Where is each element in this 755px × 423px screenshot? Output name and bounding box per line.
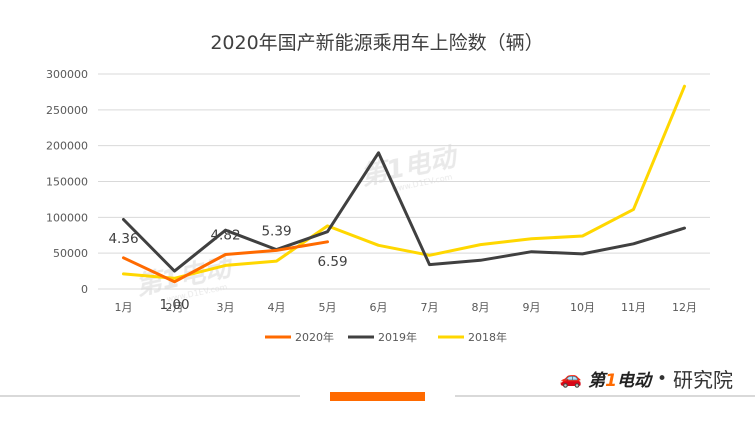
x-tick-label: 9月 [523, 301, 541, 314]
series-lines [122, 84, 686, 284]
y-tick-label: 250000 [46, 104, 88, 117]
series-line [122, 84, 686, 280]
data-labels: 4.36 1.00 4.82 5.39 6.59 [108, 223, 347, 312]
series-line [122, 151, 686, 273]
x-tick-label: 3月 [217, 301, 235, 314]
brand-logo: 🚗 第1电动 • 研究院 [560, 364, 733, 393]
y-tick-label: 50000 [53, 247, 88, 260]
y-tick-label: 300000 [46, 68, 88, 81]
series-line [122, 240, 329, 284]
y-tick-label: 150000 [46, 176, 88, 189]
legend-label: 2020年 [295, 330, 334, 344]
x-tick-label: 1月 [115, 301, 133, 314]
y-axis-ticks: 0 50000 100000 150000 200000 250000 300000 [46, 68, 88, 296]
brand-separator: • [656, 368, 667, 389]
chart-title: 2020年国产新能源乘用车上险数（辆） [210, 32, 543, 54]
x-tick-label: 11月 [621, 301, 646, 314]
grid-lines [98, 73, 710, 290]
legend: 2020年 2019年 2018年 [265, 330, 507, 344]
y-tick-label: 0 [81, 283, 88, 296]
data-label: 5.39 [261, 223, 291, 239]
x-tick-label: 10月 [570, 301, 595, 314]
x-tick-label: 7月 [421, 301, 439, 314]
footer-accent-bar [330, 392, 425, 401]
data-label: 4.82 [210, 227, 240, 243]
legend-label: 2018年 [468, 330, 507, 344]
data-label: 1.00 [159, 297, 189, 313]
x-tick-label: 8月 [472, 301, 490, 314]
x-axis-ticks: 1月 2月 3月 4月 5月 6月 7月 8月 9月 10月 11月 12月 [115, 301, 698, 314]
y-tick-label: 100000 [46, 211, 88, 224]
car-icon: 🚗 [559, 367, 583, 389]
x-tick-label: 4月 [268, 301, 286, 314]
x-tick-label: 2月 [166, 301, 184, 314]
x-tick-label: 12月 [672, 301, 697, 314]
data-label: 6.59 [317, 254, 347, 270]
legend-label: 2019年 [378, 330, 417, 344]
y-tick-label: 200000 [46, 140, 88, 153]
data-label: 4.36 [108, 231, 138, 247]
x-tick-label: 6月 [370, 301, 388, 314]
x-tick-label: 5月 [319, 301, 337, 314]
brand-institute: 研究院 [673, 368, 733, 392]
brand-name: 第1电动 [588, 371, 651, 391]
